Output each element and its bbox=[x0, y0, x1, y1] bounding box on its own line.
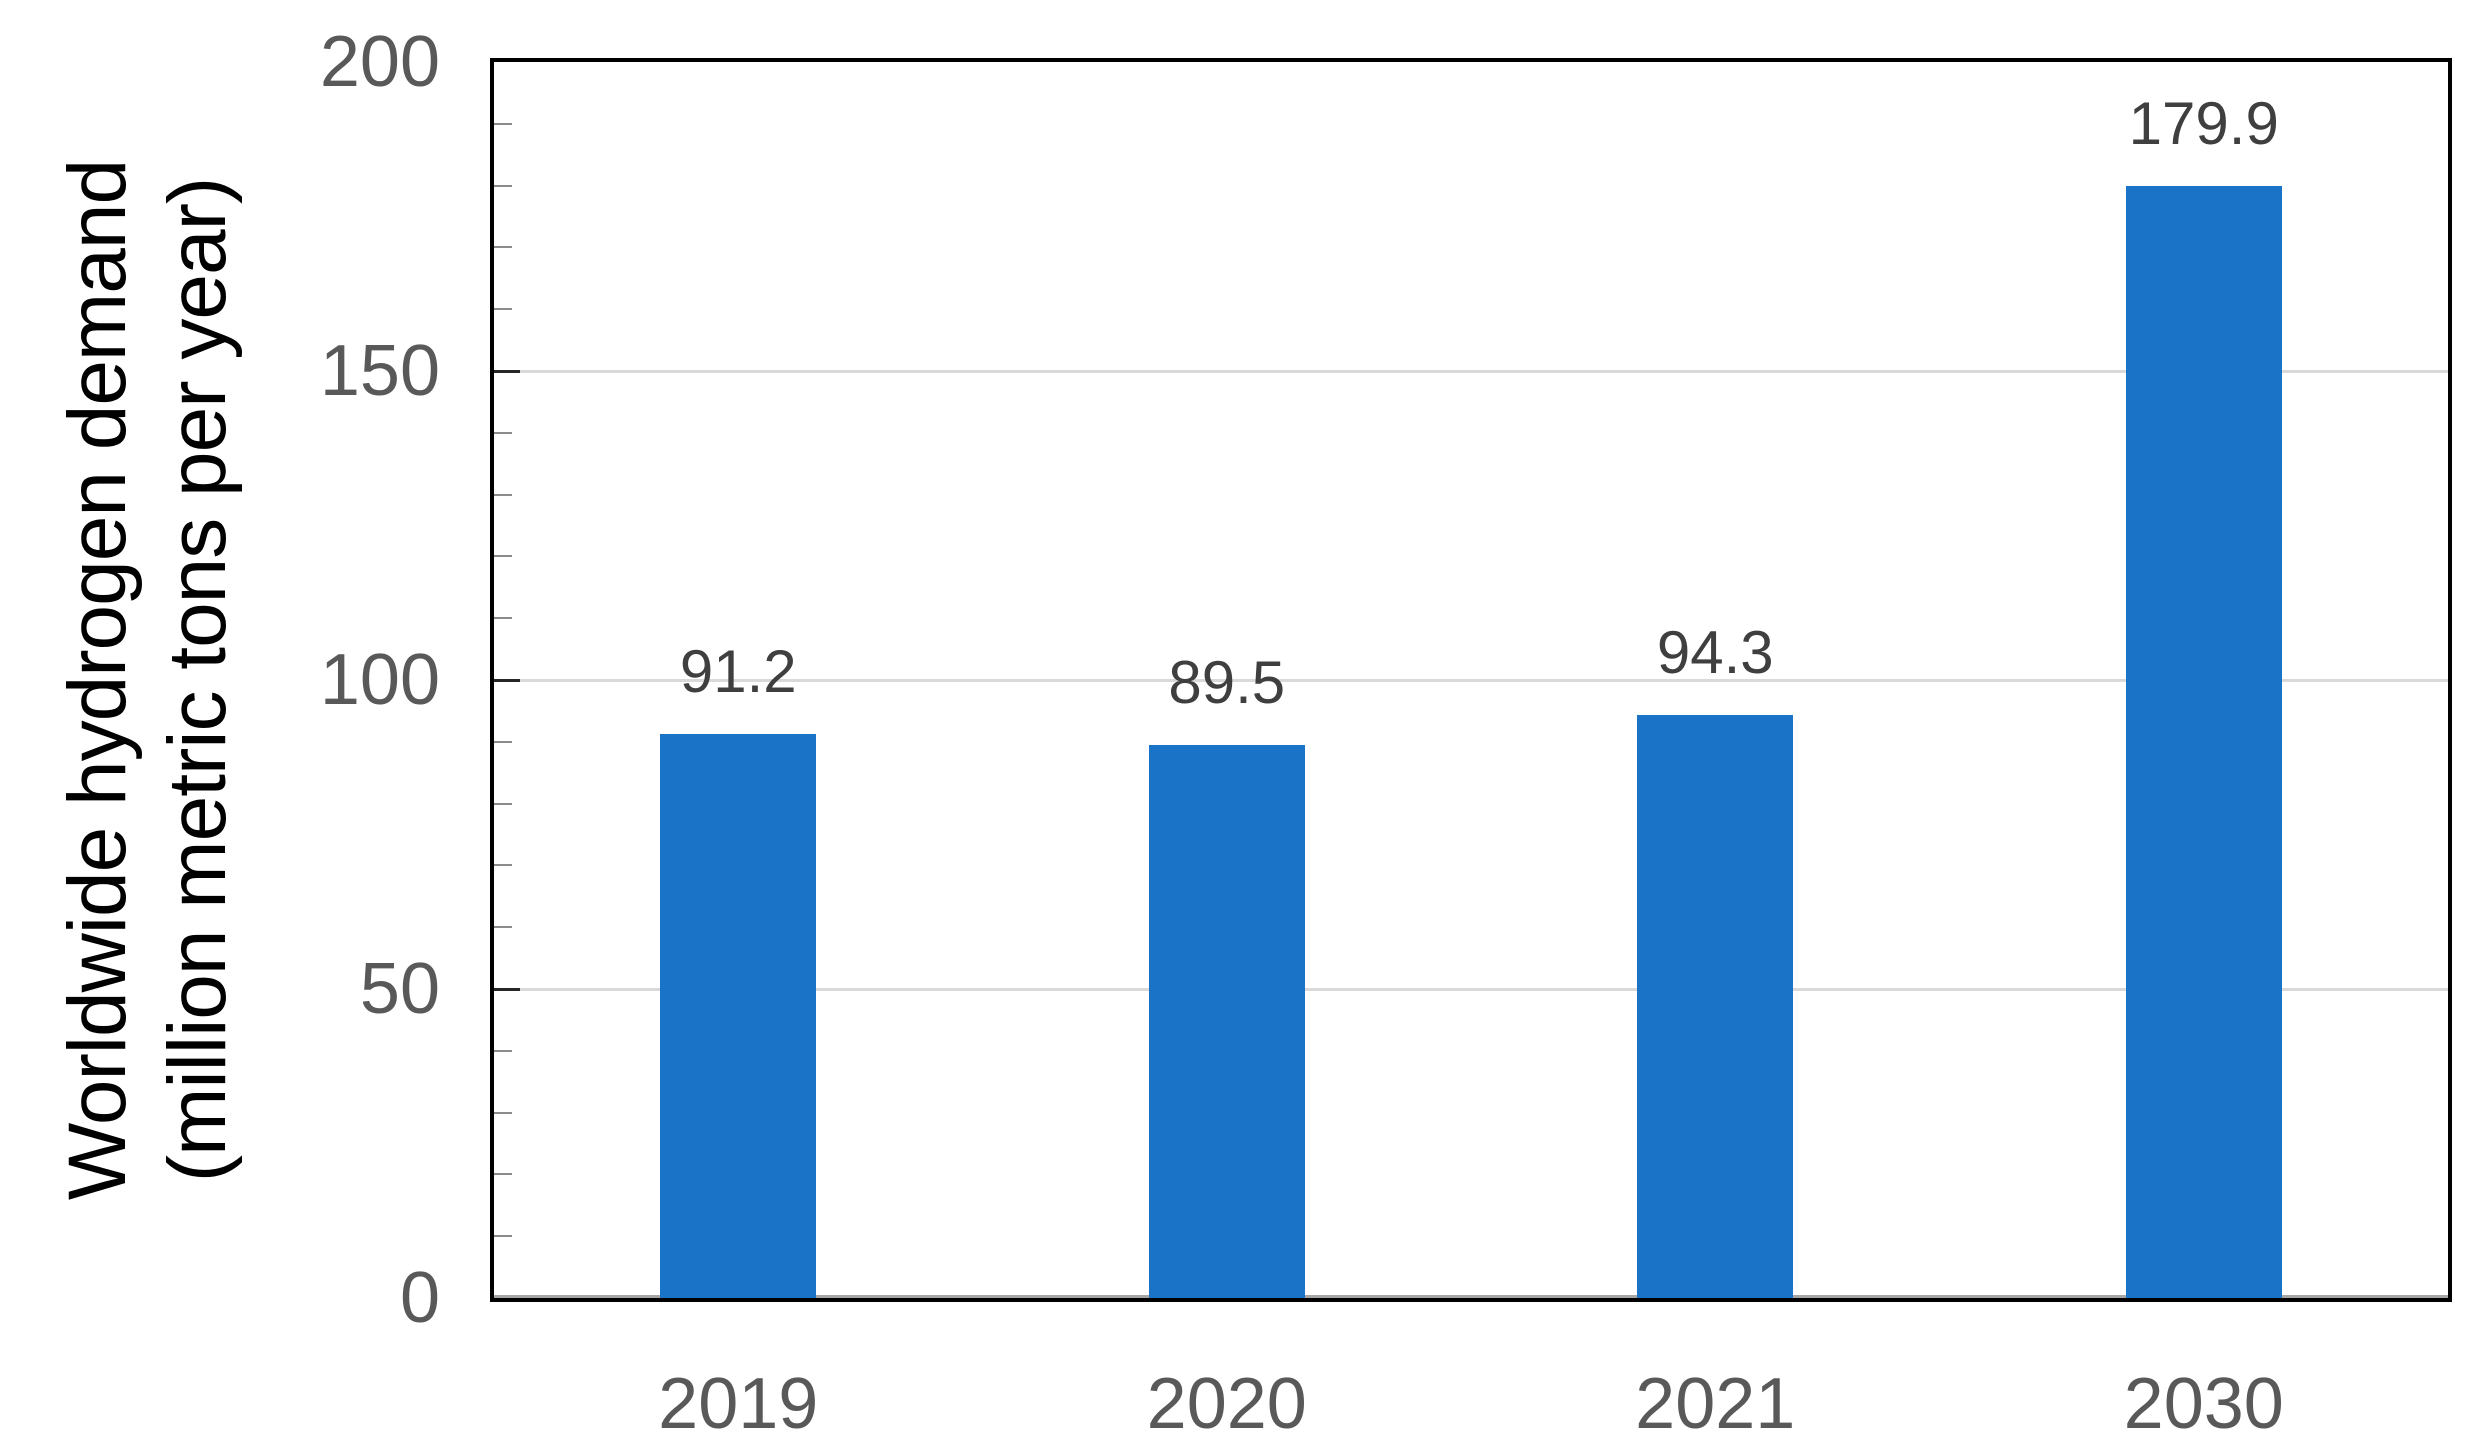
major-tick-y-150 bbox=[494, 369, 520, 373]
y-tick-label-50: 50 bbox=[359, 949, 440, 1029]
bar-value-label-2030: 179.9 bbox=[2128, 90, 2279, 158]
bar-value-label-2020: 89.5 bbox=[1168, 648, 1286, 716]
y-tick-label-100: 100 bbox=[319, 640, 440, 720]
minor-tick-y-80 bbox=[494, 802, 512, 805]
minor-tick-y-40 bbox=[494, 1049, 512, 1052]
major-tick-y-50 bbox=[494, 987, 520, 991]
minor-tick-y-190 bbox=[494, 122, 512, 125]
x-category-label-2021: 2021 bbox=[1635, 1364, 1796, 1444]
x-category-label-2020: 2020 bbox=[1146, 1364, 1307, 1444]
minor-tick-y-180 bbox=[494, 184, 512, 187]
bar-2021 bbox=[1637, 715, 1794, 1298]
minor-tick-y-120 bbox=[494, 555, 512, 558]
gridline-y-50 bbox=[494, 987, 2448, 991]
x-category-label-2030: 2030 bbox=[2123, 1364, 2284, 1444]
bar-value-label-2019: 91.2 bbox=[679, 638, 797, 706]
minor-tick-y-90 bbox=[494, 740, 512, 743]
y-tick-label-150: 150 bbox=[319, 331, 440, 411]
minor-tick-y-140 bbox=[494, 431, 512, 434]
bar-value-label-2021: 94.3 bbox=[1656, 619, 1774, 687]
plot-area: 91.2 89.5 94.3 179.9 bbox=[490, 58, 2452, 1302]
minor-tick-y-30 bbox=[494, 1111, 512, 1114]
minor-tick-y-20 bbox=[494, 1173, 512, 1176]
gridline-y-150 bbox=[494, 369, 2448, 373]
gridline-y-100 bbox=[494, 678, 2448, 682]
bar-2020 bbox=[1148, 744, 1305, 1298]
minor-tick-y-170 bbox=[494, 246, 512, 249]
minor-tick-y-70 bbox=[494, 864, 512, 867]
x-category-label-2019: 2019 bbox=[658, 1364, 819, 1444]
minor-tick-y-130 bbox=[494, 493, 512, 496]
zero-axis-line bbox=[494, 1295, 2448, 1298]
minor-tick-y-160 bbox=[494, 308, 512, 311]
minor-tick-y-10 bbox=[494, 1235, 512, 1238]
major-tick-y-100 bbox=[494, 678, 520, 682]
plot-inner: 91.2 89.5 94.3 179.9 bbox=[494, 62, 2448, 1298]
bar-2030 bbox=[2125, 186, 2282, 1298]
minor-tick-y-110 bbox=[494, 617, 512, 620]
bar-2019 bbox=[660, 734, 817, 1298]
y-tick-label-200: 200 bbox=[319, 22, 440, 102]
y-tick-label-0: 0 bbox=[399, 1258, 440, 1338]
minor-tick-y-60 bbox=[494, 926, 512, 929]
